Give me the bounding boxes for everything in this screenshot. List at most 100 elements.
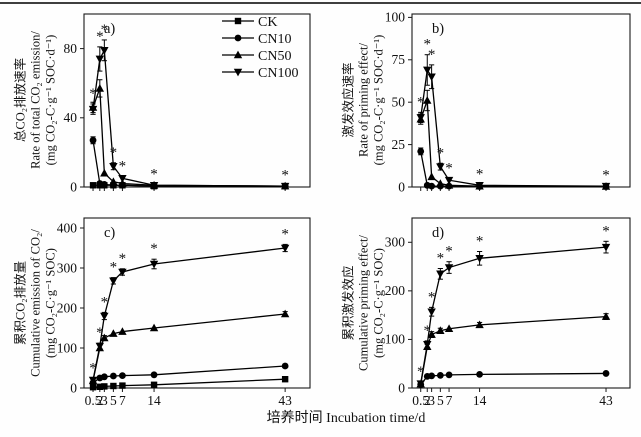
CN100-marker — [109, 277, 118, 286]
CN100-marker — [280, 244, 290, 253]
CN10-marker — [119, 372, 126, 379]
series-CN100: ******* — [416, 37, 611, 191]
x-tick-label: 5 — [110, 393, 117, 408]
x-tick-label: 43 — [278, 393, 292, 408]
significance-star: * — [437, 251, 445, 267]
significance-star: * — [281, 226, 289, 242]
CN50-marker — [118, 179, 127, 187]
CN100-marker — [95, 342, 105, 351]
CN100-marker — [149, 260, 159, 269]
y-tick-label: 0 — [70, 179, 77, 194]
CN100-marker — [423, 340, 432, 349]
CN100-line — [92, 247, 286, 381]
significance-star: * — [424, 323, 432, 339]
series-CN10 — [89, 362, 289, 387]
significance-star: * — [119, 159, 127, 175]
CN100-marker — [95, 55, 105, 64]
CN100-marker — [423, 66, 432, 75]
plot-box — [83, 217, 311, 389]
series-CN100: ******* — [88, 22, 290, 191]
significance-star: * — [110, 145, 118, 161]
CK-marker — [96, 383, 104, 390]
CN50-marker — [100, 333, 109, 342]
legend-marker-CN100 — [233, 68, 243, 77]
CK-marker — [89, 384, 97, 391]
legend-marker-CN50 — [233, 50, 243, 59]
CN50-marker — [118, 327, 127, 335]
top-border-line — [0, 2, 641, 4]
y-tick-label: 40 — [64, 110, 78, 125]
significance-star: * — [417, 364, 425, 380]
CN50-marker — [427, 172, 436, 181]
CN50-marker — [475, 320, 484, 329]
CN50-marker — [95, 83, 105, 92]
CN10-marker — [109, 372, 117, 380]
significance-star: * — [445, 161, 453, 177]
CN50-marker — [100, 168, 109, 177]
y-tick-label: 0 — [398, 380, 405, 395]
plot-box — [83, 13, 311, 188]
CN10-marker — [445, 371, 453, 379]
legend-marker-CN10 — [234, 34, 242, 42]
y-tick-label: 100 — [385, 10, 406, 25]
panel-b-ylabel-en: Rate of priming effect/ — [356, 43, 371, 157]
x-tick-label: 14 — [473, 393, 487, 408]
y-tick-label: 100 — [57, 340, 78, 355]
legend-label: CK — [258, 15, 277, 30]
panel-c-ylabel-unit: (mg CO₂-C·g⁻¹ SOC) — [43, 248, 58, 358]
CN10-marker — [428, 182, 436, 190]
CN100-marker — [88, 376, 98, 385]
CN50-marker — [280, 309, 290, 318]
panel-b-ylabel-unit: (mg CO₂-C·g⁻¹ SOC·d⁻¹) — [371, 34, 386, 166]
CN10-marker — [436, 371, 444, 379]
x-tick-label: 0.5 — [85, 393, 102, 408]
CK-marker — [89, 182, 97, 189]
CN100-marker — [118, 175, 127, 183]
significance-star: * — [101, 294, 109, 310]
CN100-marker — [601, 182, 611, 191]
significance-star: * — [119, 251, 127, 267]
CN100-marker — [416, 114, 425, 122]
y-tick-label: 300 — [57, 260, 78, 275]
CN10-marker — [281, 362, 289, 370]
y-tick-label: 300 — [385, 235, 406, 250]
CN10-marker — [89, 136, 97, 144]
CN100-marker — [436, 163, 445, 172]
y-tick-label: 75 — [392, 52, 406, 67]
CN10-marker — [428, 372, 436, 380]
CN50-marker — [109, 177, 118, 186]
CN100-marker — [436, 270, 445, 279]
series-CN50 — [416, 312, 611, 388]
significance-star: * — [417, 94, 425, 110]
legend-label: CN100 — [258, 66, 298, 81]
panel-c-y-axis-title: 累积CO₂排放量 Cumulative emission of CO₂/ (mg… — [14, 198, 59, 408]
x-tick-label: 3 — [428, 393, 435, 408]
CN10-marker — [100, 373, 108, 381]
significance-star: * — [602, 223, 610, 239]
CN100-marker — [444, 264, 454, 272]
panel-b-ylabel-zh: 激发效应速率 — [341, 62, 356, 138]
CN100-marker — [109, 162, 118, 171]
panel-d-ylabel-en: Cumulative priming effect/ — [356, 235, 371, 371]
CN100-marker — [427, 308, 436, 317]
CN50-marker — [601, 312, 611, 320]
panel-d-ylabel-zh: 累积激发效应 — [341, 265, 356, 341]
series-CN10 — [417, 370, 610, 388]
significance-star: * — [428, 289, 436, 305]
panel-letter: a) — [104, 21, 115, 37]
x-tick-label: 14 — [147, 393, 161, 408]
panel-c-ylabel-zh: 累积CO₂排放量 — [13, 260, 28, 346]
legend-marker-CK — [234, 17, 242, 25]
panel-letter: d) — [432, 225, 444, 241]
CN50-marker — [444, 180, 454, 189]
panel-d-ylabel-unit: (mg CO₂-C·g⁻¹ SOC) — [371, 248, 386, 358]
CK-marker — [110, 382, 117, 390]
CN100-marker — [149, 181, 159, 190]
x-axis-title: 培养时间 Incubation time/d — [266, 411, 426, 426]
CN10-marker — [100, 181, 108, 188]
x-tick-label: 7 — [446, 393, 453, 408]
CK-marker — [119, 382, 126, 389]
